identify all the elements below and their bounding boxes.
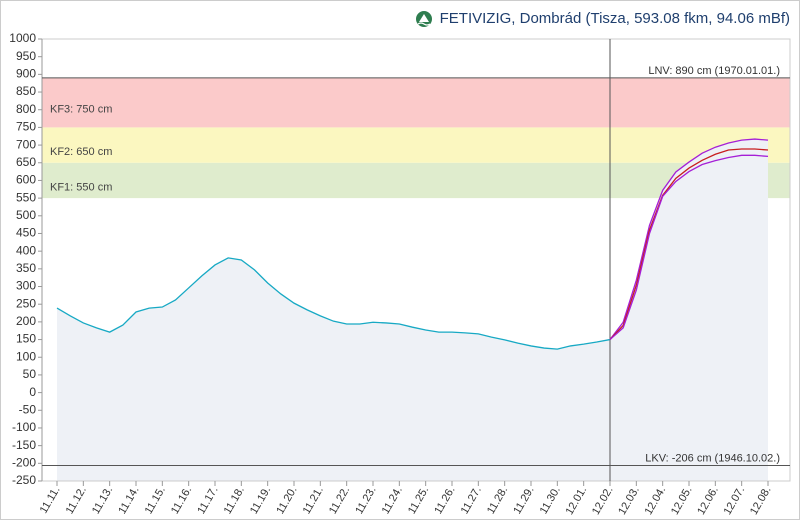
y-tick-label: 550 — [16, 190, 36, 204]
area — [57, 257, 610, 481]
y-tick-label: 500 — [16, 208, 36, 222]
y-tick-label: 150 — [16, 332, 36, 346]
reference-label: LKV: -206 cm (1946.10.02.) — [645, 452, 780, 464]
band-label: KF3: 750 cm — [50, 104, 112, 116]
y-tick-label: -100 — [12, 420, 36, 434]
band-label: KF1: 550 cm — [50, 181, 112, 193]
y-tick-label: 750 — [16, 120, 36, 134]
y-tick-label: 350 — [16, 261, 36, 275]
y-tick-label: -50 — [19, 402, 37, 416]
y-tick-label: 650 — [16, 155, 36, 169]
y-tick-label: 1000 — [9, 31, 36, 45]
y-tick-label: 100 — [16, 349, 36, 363]
y-tick-label: 250 — [16, 296, 36, 310]
y-tick-label: 50 — [23, 367, 37, 381]
y-tick-label: 600 — [16, 173, 36, 187]
threshold-band — [42, 127, 790, 163]
threshold-band — [42, 77, 790, 128]
reference-label: LNV: 890 cm (1970.01.01.) — [648, 65, 780, 77]
y-tick-label: -150 — [12, 438, 36, 452]
y-tick-label: 800 — [16, 102, 36, 116]
plot-area: KF1: 550 cm KF2: 650 cm KF3: 750 cm -250 -20… — [9, 31, 791, 517]
y-tick-label: 400 — [16, 243, 36, 257]
area — [610, 139, 768, 482]
series-line — [609, 148, 769, 341]
logo — [416, 11, 432, 27]
y-tick-label: 700 — [16, 137, 36, 151]
band-label: KF2: 650 cm — [50, 146, 112, 158]
chart-title: FETIVIZIG, Dombrád (Tisza, 593.08 fkm, 9… — [440, 10, 790, 27]
y-tick-label: -250 — [12, 473, 36, 487]
series-line — [609, 138, 769, 340]
y-tick-label: 300 — [16, 279, 36, 293]
y-tick-label: 200 — [16, 314, 36, 328]
y-tick-label: 850 — [16, 84, 36, 98]
y-tick-label: 900 — [16, 67, 36, 81]
y-tick-label: 950 — [16, 49, 36, 63]
series-line — [609, 154, 769, 341]
y-tick-label: -200 — [12, 455, 36, 469]
y-tick-label: 450 — [16, 226, 36, 240]
y-tick-label: 0 — [29, 385, 36, 399]
series-line — [56, 257, 611, 350]
